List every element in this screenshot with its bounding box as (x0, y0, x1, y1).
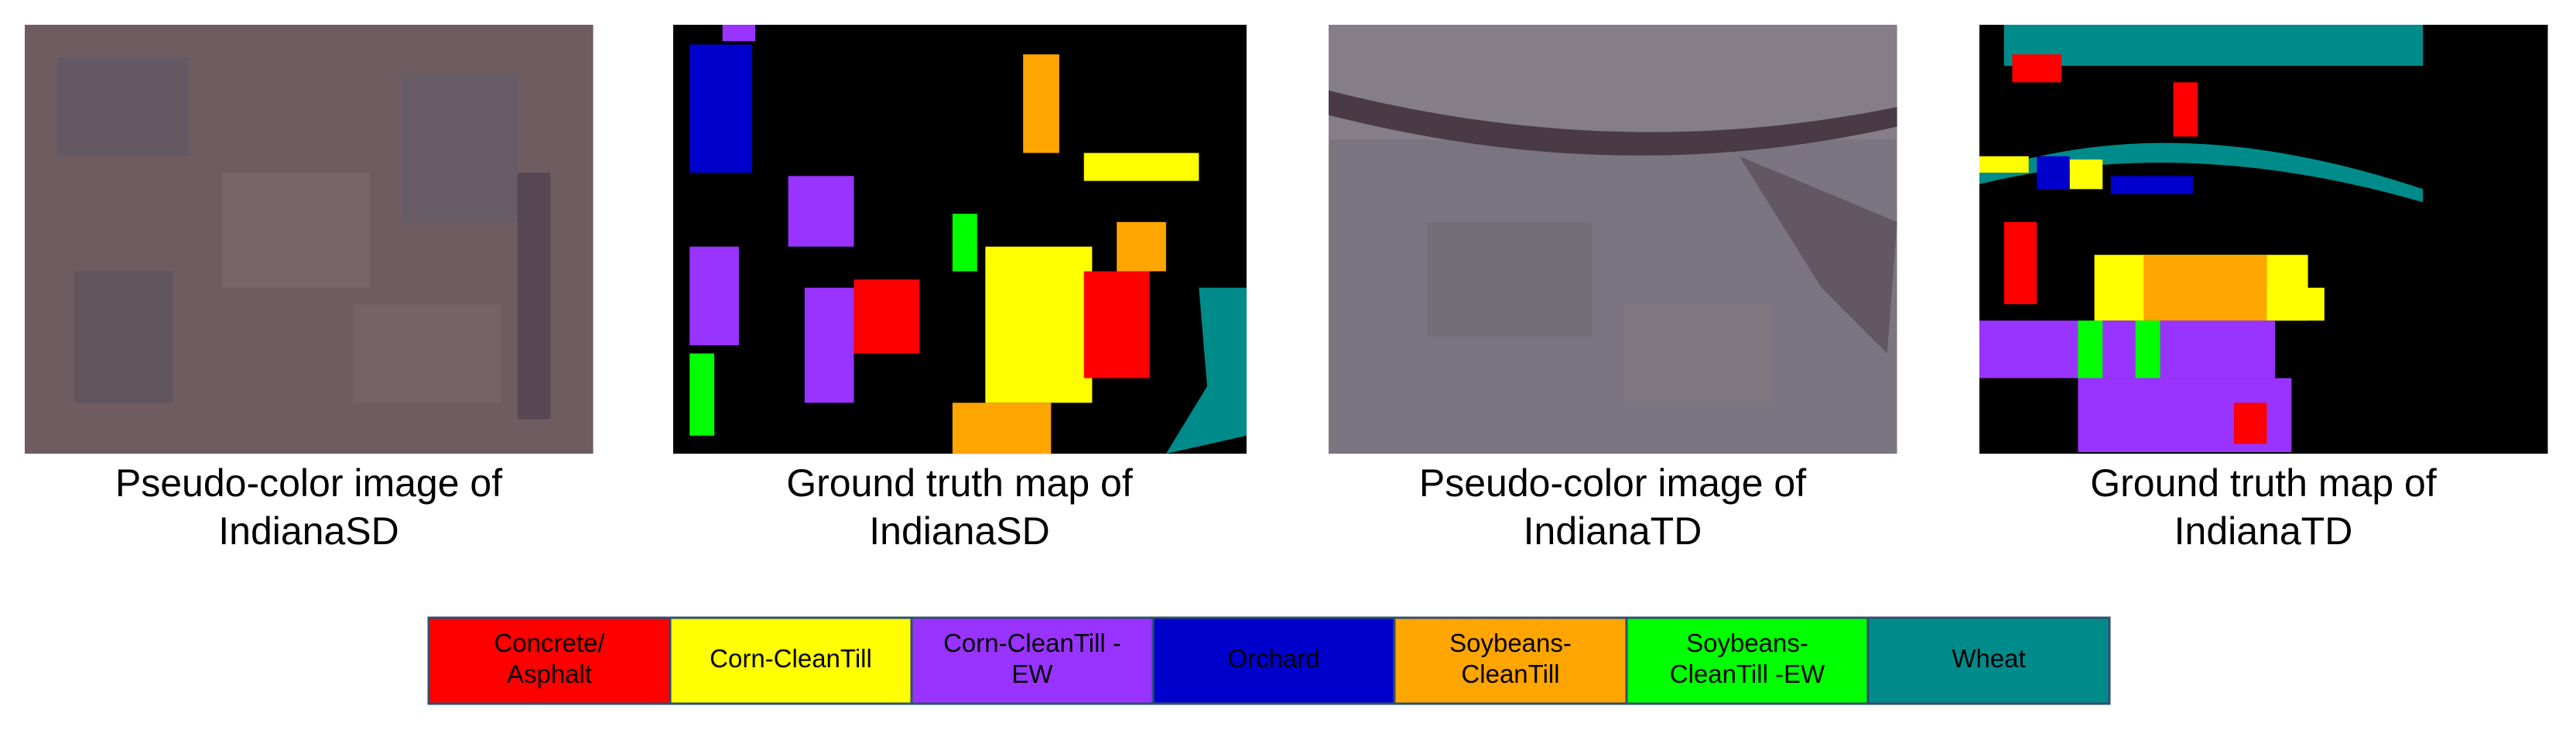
legend-swatch (1625, 616, 1870, 705)
pseudo-color-image (1329, 25, 1897, 454)
legend-swatch (669, 616, 913, 705)
legend-swatch (1393, 616, 1628, 705)
caption: Pseudo-color image of (115, 461, 502, 505)
pseudo-color-image (25, 25, 594, 454)
ground-truth-map (673, 25, 1247, 454)
legend-label: Wheat (1952, 644, 2025, 673)
legend-label: CleanTill (1461, 660, 1559, 688)
caption: Ground truth map of (2090, 461, 2437, 505)
legend-label: EW (1011, 660, 1053, 688)
legend-swatch (1866, 616, 2111, 705)
caption: IndianaSD (218, 509, 399, 553)
legend-label: Corn-CleanTill - (943, 629, 1121, 657)
legend-swatch (1151, 616, 1396, 705)
legend-swatch (427, 616, 672, 705)
caption: Pseudo-color image of (1419, 461, 1806, 505)
caption: IndianaTD (2174, 509, 2353, 553)
legend-label: Soybeans- (1686, 629, 1808, 657)
ground-truth-map (1979, 25, 2548, 454)
caption: IndianaTD (1524, 509, 1702, 553)
caption: IndianaSD (869, 509, 1050, 553)
legend-label: Concrete/ (494, 629, 605, 657)
legend-label: Corn-CleanTill (710, 644, 872, 673)
legend-label: Orchard (1227, 644, 1319, 673)
caption: Ground truth map of (786, 461, 1133, 505)
legend-label: Asphalt (507, 660, 592, 688)
legend-label: CleanTill -EW (1670, 660, 1825, 688)
legend-label: Soybeans- (1449, 629, 1572, 657)
legend-swatch (910, 616, 1155, 705)
